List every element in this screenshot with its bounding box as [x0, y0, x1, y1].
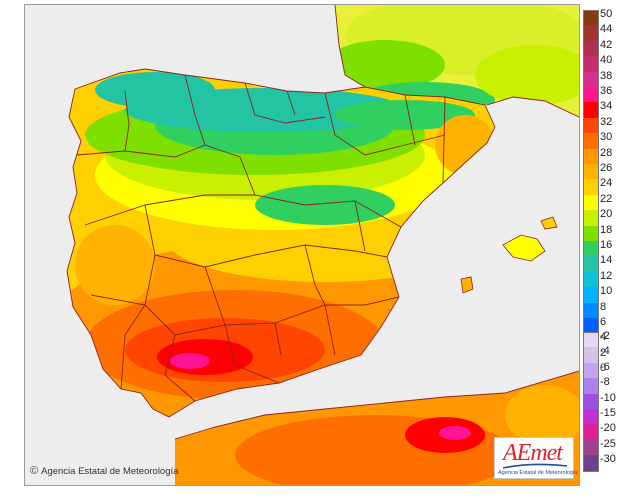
legend-label: 22	[600, 192, 613, 205]
map-canvas	[66, 5, 579, 485]
legend-swatch	[583, 393, 599, 409]
legend-swatch	[583, 439, 599, 456]
legend-swatch	[583, 40, 599, 57]
legend-swatch	[583, 241, 599, 257]
legend-label: 8	[600, 300, 607, 313]
legend-label: -8	[600, 376, 610, 389]
legend-swatch	[583, 164, 599, 180]
legend-label: -30	[600, 453, 616, 466]
attribution: © Agencia Estatal de Meteorología	[30, 465, 178, 477]
legend-swatch	[583, 179, 599, 195]
legend-swatch	[583, 378, 599, 394]
legend-label: -6	[600, 360, 610, 373]
temperature-legend: 50 44 42 40 38 36 34 32 30 28 26 24 22 20 18 16 14 12 10 8 6…	[583, 8, 627, 472]
coastlines	[174, 5, 579, 440]
legend-label: -15	[600, 407, 616, 419]
legend-swatch	[583, 210, 599, 226]
legend-label: 12	[600, 269, 613, 282]
legend-swatch	[583, 87, 599, 103]
logo-wordmark: AEmet	[503, 440, 563, 466]
legend-swatch	[583, 256, 599, 272]
legend-swatch	[583, 133, 599, 149]
legend-label: 36	[600, 85, 613, 97]
legend-swatch	[583, 117, 599, 134]
copyright-icon: ©	[30, 465, 39, 477]
legend-swatch	[583, 287, 599, 303]
temperature-map	[24, 4, 580, 486]
legend-swatch	[583, 332, 599, 349]
legend-swatch	[583, 409, 599, 425]
legend-label: 34	[600, 100, 613, 113]
legend-swatch	[583, 10, 599, 27]
legend-label: 30	[600, 131, 613, 144]
legend-swatch	[583, 56, 599, 72]
legend-swatch	[583, 25, 599, 41]
legend-label: 4	[600, 331, 607, 344]
legend-label: 0	[600, 362, 607, 375]
legend-swatch	[583, 225, 599, 241]
legend-swatch	[583, 102, 599, 118]
legend-swatch	[583, 318, 599, 334]
legend-swatch	[583, 362, 599, 379]
legend-swatch	[583, 194, 599, 211]
legend-label: 20	[600, 208, 613, 221]
attribution-text: Agencia Estatal de Meteorología	[41, 465, 179, 477]
legend-label: 32	[600, 115, 613, 128]
legend-label: -25	[600, 437, 616, 450]
legend-label: 24	[600, 177, 613, 190]
legend-label: 6	[600, 316, 607, 328]
legend-label: 40	[600, 54, 613, 67]
legend-label: 50	[600, 8, 613, 20]
iberia-area	[67, 69, 495, 417]
legend-label: 38	[600, 69, 613, 82]
legend-label: -10	[600, 391, 616, 404]
legend-swatch	[583, 302, 599, 318]
aemet-logo: AEmet Agencia Estatal de Meteorología	[494, 437, 578, 479]
legend-swatch	[583, 148, 599, 164]
legend-label: -4	[600, 345, 610, 358]
logo-swoosh-icon	[502, 463, 568, 469]
province-borders	[66, 68, 496, 418]
legend-swatch	[583, 347, 599, 363]
legend-label: 10	[600, 285, 613, 298]
logo-caption: Agencia Estatal de Meteorología	[498, 470, 578, 476]
legend-swatch	[583, 424, 599, 440]
legend-label: 26	[600, 162, 613, 174]
legend-label: -20	[600, 422, 616, 435]
legend-label: -2	[600, 330, 610, 342]
legend-label: 28	[600, 146, 613, 159]
legend-label: 44	[600, 23, 613, 36]
legend-swatch	[583, 455, 599, 472]
legend-label: 18	[600, 223, 613, 236]
legend-label: 2	[600, 346, 607, 359]
balearic-islands	[460, 216, 558, 294]
legend-label: 14	[600, 254, 613, 267]
legend-swatch	[583, 71, 599, 87]
legend-label: 42	[600, 38, 613, 51]
legend-label: 16	[600, 239, 613, 251]
legend-swatch	[583, 271, 599, 288]
